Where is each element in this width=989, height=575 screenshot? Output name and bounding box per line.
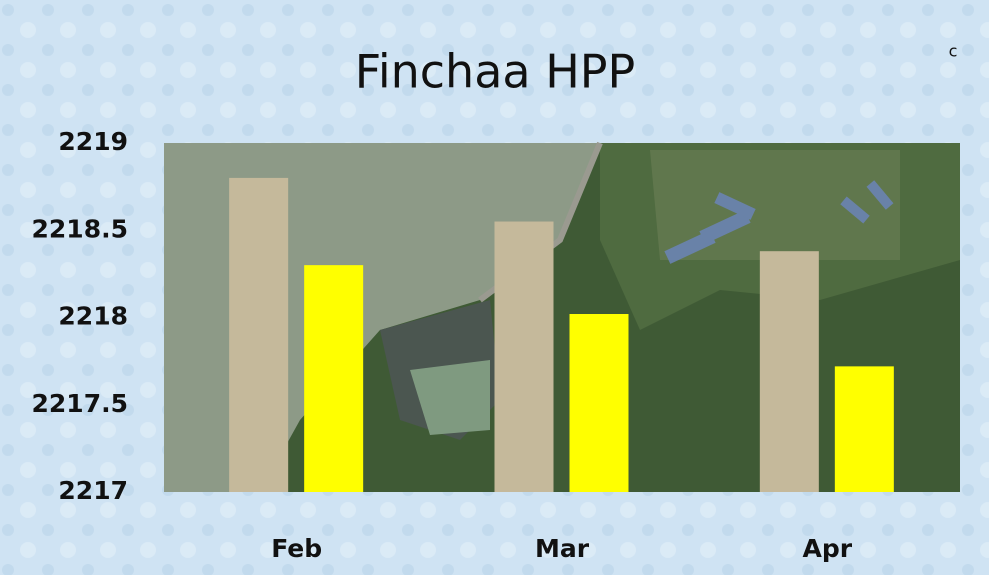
bar xyxy=(759,251,819,492)
x-tick-label: Feb xyxy=(271,534,322,563)
annotation: c xyxy=(949,42,958,61)
bar xyxy=(494,221,554,492)
y-tick-label: 2217 xyxy=(58,476,128,505)
plot-background xyxy=(164,141,960,492)
bar xyxy=(229,177,289,492)
x-tick-label: Mar xyxy=(535,534,590,563)
chart-title: Finchaa HPP xyxy=(355,45,636,99)
bar xyxy=(834,366,894,492)
bar xyxy=(569,314,629,492)
x-tick-label: Apr xyxy=(803,534,853,563)
y-tick-label: 2218.5 xyxy=(32,214,128,243)
y-tick-label: 2218 xyxy=(58,302,128,331)
y-tick-label: 2219 xyxy=(58,127,128,156)
y-tick-label: 2217.5 xyxy=(32,389,128,418)
bar xyxy=(304,265,364,492)
